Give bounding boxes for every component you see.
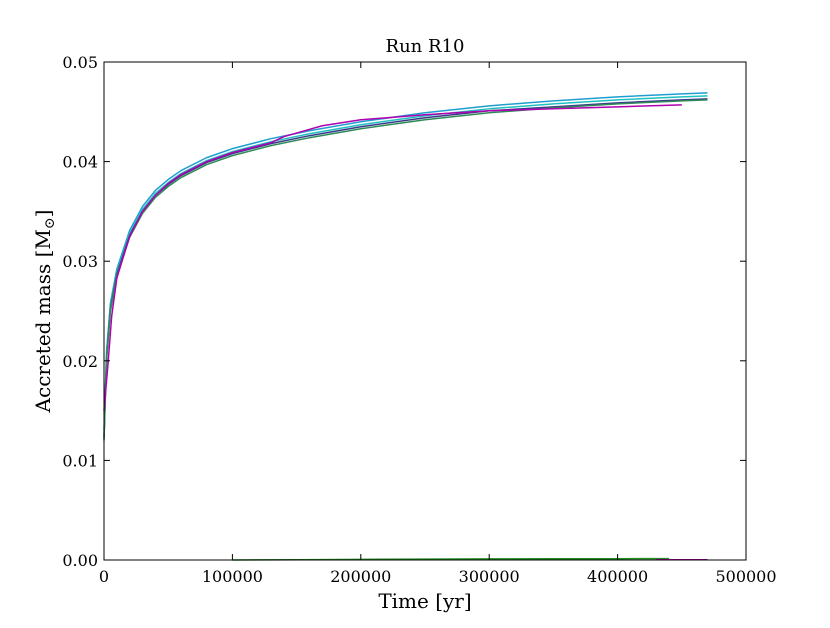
series-line-4	[104, 100, 707, 441]
y-axis-title-close: ]	[31, 210, 55, 218]
y-axis: 0.00 0.01 0.02 0.03 0.04 0.05	[62, 53, 746, 570]
y-tick-label: 0.05	[62, 53, 98, 72]
y-tick-label: 0.00	[62, 551, 98, 570]
series-line-3	[104, 99, 707, 439]
x-tick-label: 300000	[459, 567, 520, 586]
y-tick-label: 0.02	[62, 352, 98, 371]
y-axis-title-text: Accreted mass [M	[31, 229, 55, 413]
x-tick-label: 200000	[330, 567, 391, 586]
y-tick-label: 0.04	[62, 153, 98, 172]
x-tick-label: 500000	[715, 567, 776, 586]
y-axis-title-subscript: ⊙	[42, 217, 58, 229]
x-tick-label: 0	[99, 567, 109, 586]
plot-frame	[104, 62, 746, 560]
series-line-2	[104, 96, 707, 436]
y-axis-title: Accreted mass [M⊙]	[31, 210, 58, 414]
x-axis-title: Time [yr]	[378, 589, 471, 613]
series-line-5	[104, 105, 682, 411]
y-tick-label: 0.03	[62, 252, 98, 271]
series-lines	[104, 93, 707, 560]
series-line-1	[104, 93, 707, 431]
x-tick-label: 100000	[202, 567, 263, 586]
y-tick-label: 0.01	[62, 451, 98, 470]
x-axis: 0 100000 200000 300000 400000 500000	[99, 62, 777, 586]
chart-title: Run R10	[386, 36, 465, 57]
x-tick-label: 400000	[587, 567, 648, 586]
